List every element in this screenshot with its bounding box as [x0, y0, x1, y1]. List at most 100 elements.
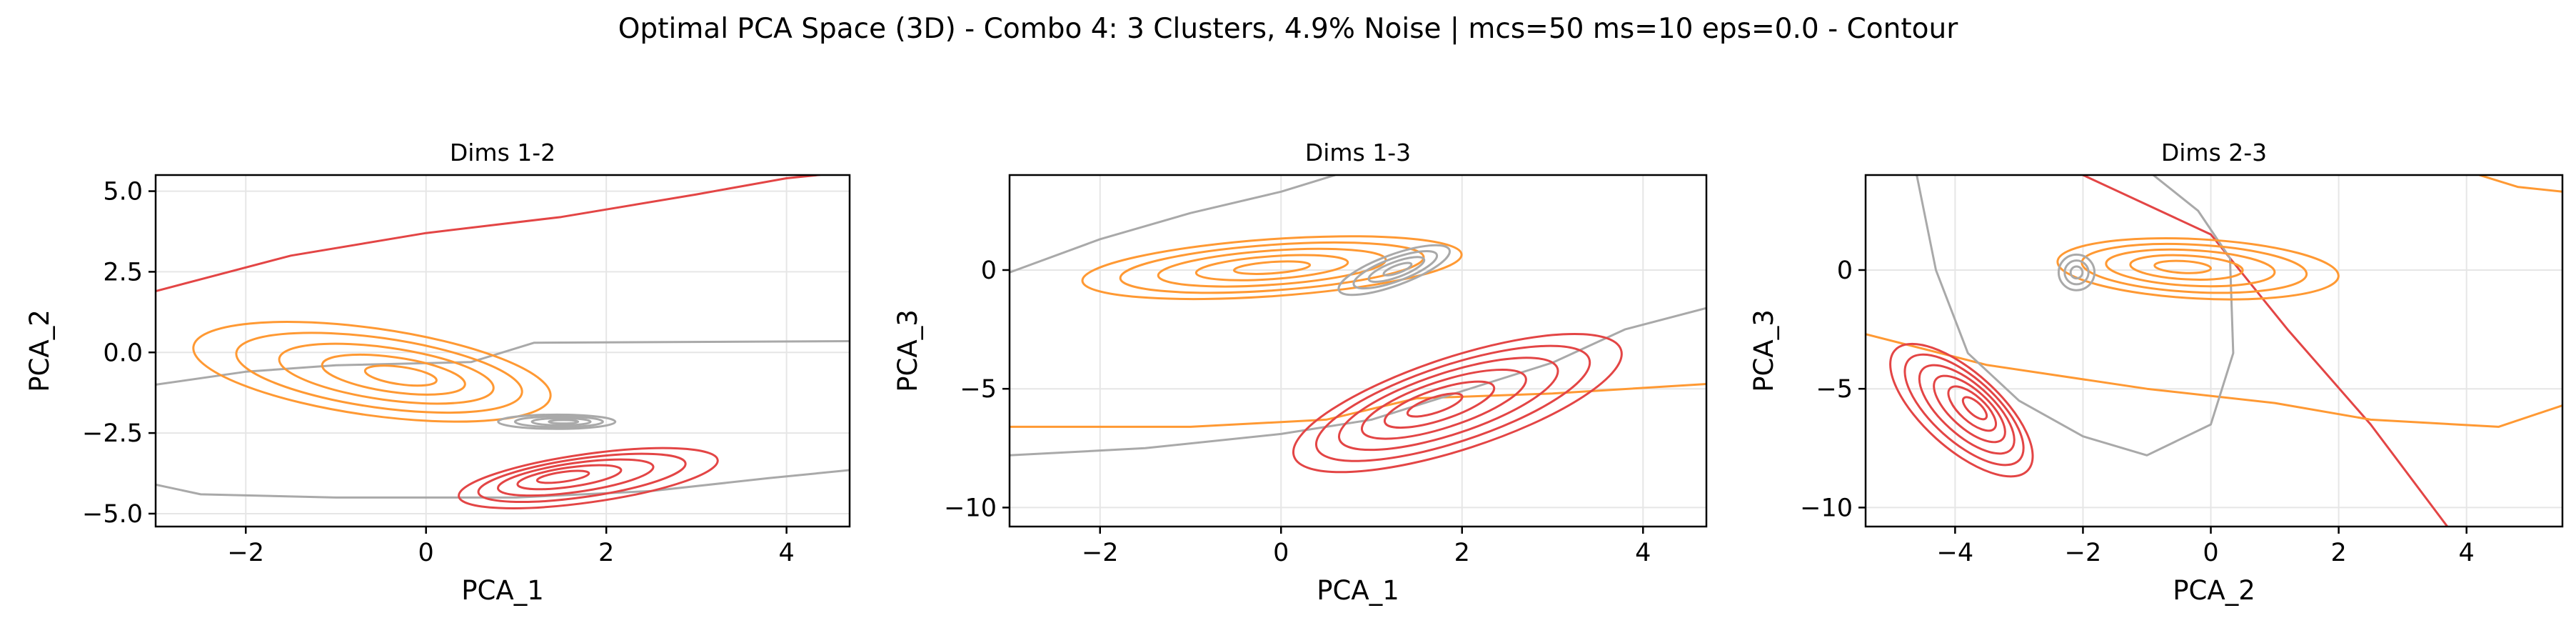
orange-lower-boundary [1866, 333, 2562, 428]
contour-level [513, 415, 604, 429]
subplot-dims-2-3: −4 −2 0 2 4 −10 −5 0 Dims 2-3 PCA_2 PCA_3 [1749, 139, 2564, 606]
red-boundary [2082, 175, 2448, 527]
contour-level [192, 321, 552, 423]
gray-upper-boundary [1010, 175, 1336, 274]
contour-level [1382, 261, 1413, 276]
x-tick-label: 0 [2203, 539, 2218, 567]
y-tick-label: −10 [944, 494, 997, 522]
axes-frame [1008, 174, 1708, 528]
orange-upper-boundary [2479, 175, 2562, 193]
x-tick-label: 0 [418, 539, 434, 567]
contour-level [458, 447, 719, 509]
gray-cluster-contours [1337, 244, 1451, 296]
y-tick-label: −5 [1816, 375, 1853, 404]
subplot-dims-1-2: −2 0 2 4 −5.0 −2.5 0.0 2.5 5.0 Dims 1-2 PCA_1 PCA_2 [24, 139, 851, 606]
contour-level [516, 464, 623, 491]
gray-lower-boundary [156, 469, 850, 499]
y-tick-label: 2.5 [103, 258, 143, 286]
y-tick-label: 0 [1837, 256, 1853, 285]
contour-level [1903, 353, 2025, 467]
y-tick-label: 0.0 [103, 339, 143, 367]
x-tick-label: −2 [2065, 539, 2102, 567]
y-tick-label: −5 [960, 375, 997, 404]
subplot-title: Dims 2-3 [2161, 139, 2267, 166]
contour-level [530, 417, 592, 427]
x-tick-label: 2 [2330, 539, 2346, 567]
contour-level [1337, 357, 1559, 452]
contour-level [2105, 248, 2276, 288]
gray-cluster-contours [2057, 253, 2096, 291]
subplot-title: Dims 1-2 [450, 139, 555, 166]
contour-level [2057, 253, 2096, 291]
contour-level [2056, 237, 2340, 301]
contour-level [1337, 244, 1451, 296]
y-axis-label: PCA_3 [892, 309, 923, 392]
x-axis-label: PCA_1 [461, 575, 544, 606]
x-tick-label: 4 [778, 539, 794, 567]
red-boundary [156, 175, 829, 292]
contour-level [2069, 265, 2084, 280]
y-tick-label: −10 [1800, 494, 1853, 522]
orange-cluster-contours [192, 321, 552, 423]
grid-lines [1010, 175, 1706, 527]
subplot-title: Dims 1-3 [1305, 139, 1411, 166]
red-cluster-contours [458, 447, 719, 509]
contour-level [278, 342, 495, 405]
x-tick-label: −2 [227, 539, 264, 567]
contour-level [1961, 396, 1988, 421]
x-tick-label: 0 [1273, 539, 1289, 567]
figure-suptitle: Optimal PCA Space (3D) - Combo 4: 3 Clus… [618, 13, 1958, 45]
orange-cluster-contours [2056, 237, 2340, 301]
x-axis-label: PCA_2 [2173, 575, 2255, 606]
contour-level [1367, 256, 1426, 284]
y-tick-label: 0 [981, 256, 997, 285]
contour-level [1119, 241, 1425, 294]
contour-level [1314, 344, 1591, 462]
x-tick-label: 4 [1635, 539, 1651, 567]
plot-area [1010, 175, 1706, 474]
contour-level [496, 458, 655, 497]
gray-cluster-contours [497, 413, 617, 430]
contour-level [1157, 247, 1387, 288]
contour-level [1406, 392, 1464, 418]
y-tick-label: −5.0 [82, 500, 143, 529]
contour-level [1292, 332, 1623, 474]
axes-frame [1864, 174, 2564, 528]
contour-level [235, 332, 523, 414]
contour-level [363, 364, 438, 387]
contour-level [548, 419, 580, 425]
axes-frame [154, 174, 851, 528]
x-tick-label: 4 [2459, 539, 2475, 567]
contour-level [1889, 342, 2034, 478]
contour-level [1383, 380, 1496, 429]
contour-level [1947, 385, 1997, 432]
x-tick-label: −2 [1082, 539, 1119, 567]
contour-level [535, 469, 590, 484]
red-cluster-contours [1292, 332, 1623, 474]
red-cluster-contours [1889, 342, 2034, 478]
contour-level [1360, 368, 1527, 440]
contour-level [1933, 374, 2006, 444]
orange-boundary [1010, 383, 1706, 428]
x-tick-label: 2 [598, 539, 614, 567]
contour-level [2063, 259, 2090, 286]
y-axis-label: PCA_2 [24, 309, 55, 392]
plot-area [1866, 175, 2562, 527]
contour-level [497, 413, 617, 430]
x-tick-label: 2 [1454, 539, 1470, 567]
gray-boundary [1916, 175, 2235, 457]
contour-level [1081, 235, 1463, 301]
orange-cluster-contours [1081, 235, 1463, 301]
contour-level [2129, 254, 2244, 281]
contour-level [321, 353, 466, 396]
x-axis-label: PCA_1 [1317, 575, 1399, 606]
y-tick-label: 5.0 [103, 178, 143, 206]
y-tick-label: −2.5 [82, 419, 143, 448]
contour-level [1918, 364, 2016, 455]
gray-upper-boundary [156, 340, 850, 386]
y-axis-label: PCA_3 [1749, 309, 1779, 392]
contour-level [1194, 254, 1349, 281]
contour-level [1232, 260, 1312, 275]
grid-lines [1866, 175, 2562, 527]
